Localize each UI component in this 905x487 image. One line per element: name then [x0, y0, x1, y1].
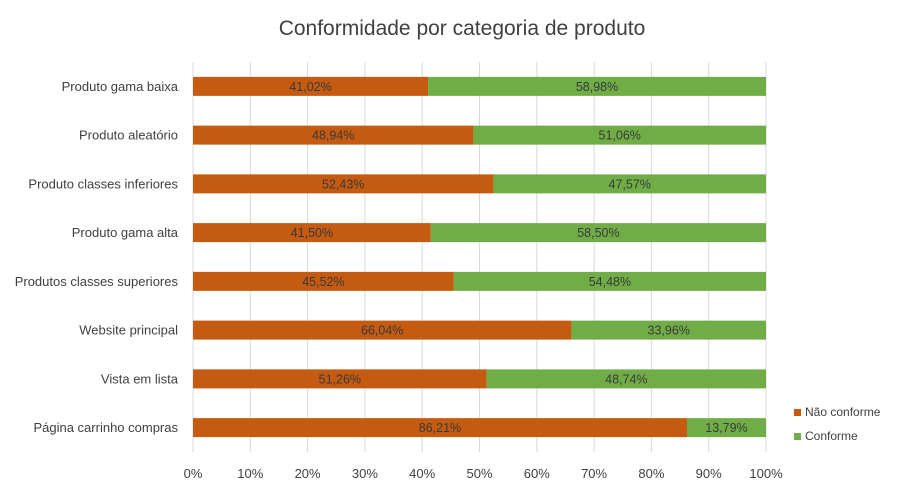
data-label: 48,74% — [605, 372, 647, 386]
x-tick-label: 100% — [749, 466, 783, 481]
bar-segment — [453, 271, 766, 291]
category-label: Produto gama baixa — [62, 79, 179, 94]
data-label: 33,96% — [648, 324, 690, 338]
bar-segment — [571, 320, 766, 340]
bar-segment — [193, 125, 474, 145]
category-label: Produtos classes superiores — [15, 274, 179, 289]
bar-segment — [430, 223, 766, 243]
data-label: 47,57% — [609, 177, 651, 191]
bar-segment — [193, 174, 494, 194]
bar-segment — [193, 223, 431, 243]
x-tick-label: 80% — [638, 466, 664, 481]
x-tick-label: 30% — [352, 466, 378, 481]
legend-label: Não conforme — [805, 405, 881, 419]
x-tick-label: 70% — [581, 466, 607, 481]
x-tick-label: 0% — [184, 466, 203, 481]
bar-segment — [193, 418, 687, 438]
data-label: 58,98% — [576, 80, 618, 94]
bar-segment — [473, 125, 766, 145]
data-label: 48,94% — [312, 129, 354, 143]
data-label: 41,50% — [291, 226, 333, 240]
data-label: 86,21% — [419, 421, 461, 435]
x-tick-label: 40% — [409, 466, 435, 481]
data-label: 41,02% — [289, 80, 331, 94]
category-label: Produto classes inferiores — [28, 176, 178, 191]
category-label: Vista em lista — [101, 371, 179, 386]
category-labels: Produto gama baixa Produto aleatório Produ… — [15, 79, 179, 435]
x-tick-label: 90% — [696, 466, 722, 481]
data-label: 51,26% — [319, 372, 361, 386]
legend-swatch — [794, 409, 801, 416]
gridlines — [192, 62, 767, 452]
category-label: Produto aleatório — [79, 128, 178, 143]
legend: Não conforme Conforme — [794, 405, 881, 443]
legend-swatch — [794, 433, 801, 440]
legend-label: Conforme — [805, 429, 858, 443]
bar-segment — [193, 369, 487, 389]
data-label: 45,52% — [302, 275, 344, 289]
bar-segment — [193, 271, 454, 291]
bar-segment — [428, 76, 766, 96]
x-tick-label: 60% — [524, 466, 550, 481]
bar-segment — [193, 76, 429, 96]
bar-segment — [686, 418, 766, 438]
data-label: 54,48% — [589, 275, 631, 289]
x-tick-label: 20% — [295, 466, 321, 481]
chart-title: Conformidade por categoria de produto — [279, 17, 646, 40]
x-axis-ticks: 0% 10% 20% 30% 40% 50% 60% 70% 80% 90% 100% — [184, 466, 783, 481]
bar-segment — [493, 174, 766, 194]
x-tick-label: 10% — [237, 466, 263, 481]
category-label: Página carrinho compras — [33, 420, 178, 435]
category-label: Produto gama alta — [72, 225, 179, 240]
data-label: 13,79% — [705, 421, 747, 435]
bar-segment — [193, 320, 572, 340]
bars: 41,02% 58,98% 48,94% 51,06% 52,43% 47,57% 41,5… — [193, 76, 766, 438]
data-label: 66,04% — [361, 324, 403, 338]
bar-segment — [486, 369, 766, 389]
category-label: Website principal — [79, 323, 178, 338]
data-label: 58,50% — [577, 226, 619, 240]
x-tick-label: 50% — [466, 466, 492, 481]
data-label: 52,43% — [322, 177, 364, 191]
data-label: 51,06% — [599, 129, 641, 143]
